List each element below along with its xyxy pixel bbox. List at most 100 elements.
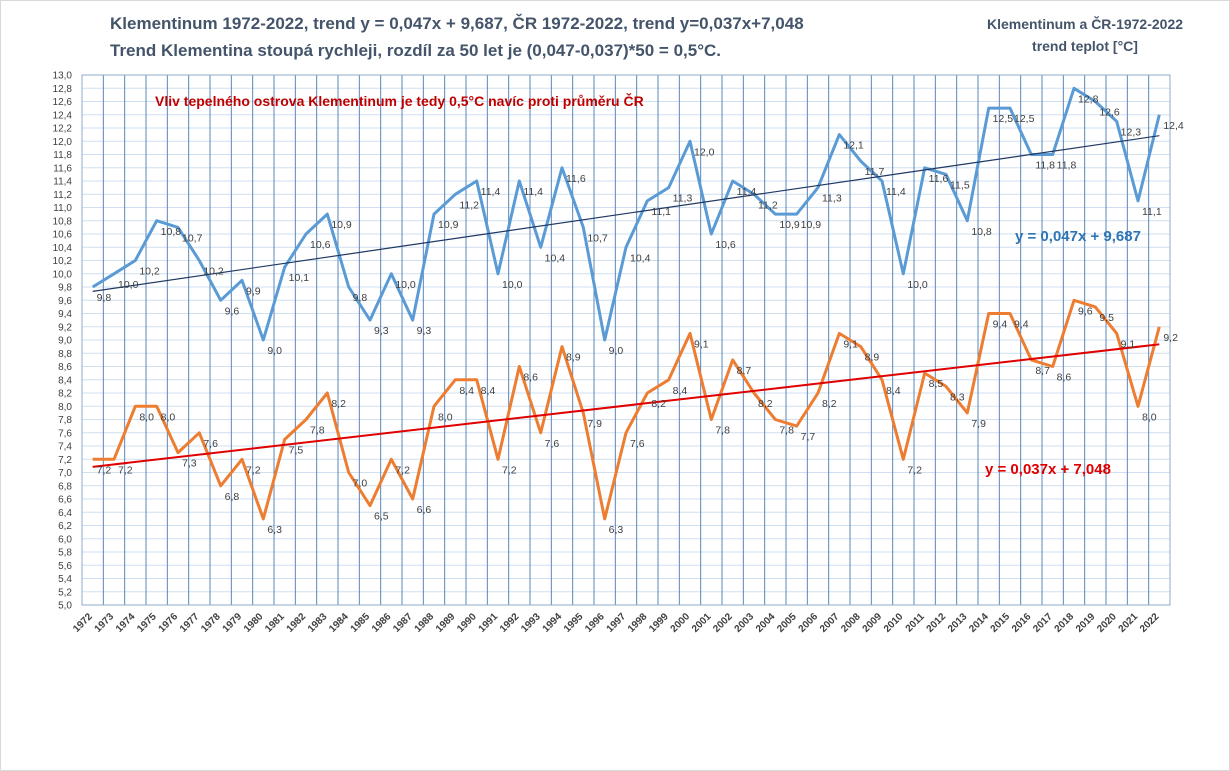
data-label: 9,3 [417, 325, 432, 337]
data-label: 8,3 [950, 391, 965, 403]
y-tick-label: 10,6 [53, 230, 73, 241]
y-tick-label: 13,0 [53, 71, 73, 82]
x-tick-label: 2021 [1117, 611, 1141, 635]
y-tick-label: 6,6 [58, 495, 72, 506]
data-label: 9,6 [1078, 305, 1093, 317]
data-label: 7,6 [630, 438, 645, 450]
x-tick-label: 2004 [754, 611, 778, 635]
data-label: 8,7 [1035, 365, 1050, 377]
data-label: 6,3 [609, 524, 624, 536]
data-label: 11,7 [865, 166, 885, 178]
x-tick-label: 1976 [157, 611, 181, 635]
x-tick-label: 1996 [583, 611, 607, 635]
y-tick-label: 6,4 [58, 508, 72, 519]
x-tick-label: 2013 [946, 611, 970, 635]
x-tick-label: 2018 [1053, 611, 1077, 635]
data-label: 12,1 [843, 140, 864, 152]
data-label: 7,9 [971, 418, 986, 430]
x-tick-label: 2007 [818, 611, 842, 635]
data-label: 6,8 [225, 491, 240, 503]
data-label: 7,2 [97, 464, 112, 476]
data-label: 11,1 [1142, 206, 1162, 218]
y-tick-label: 12,2 [53, 124, 73, 135]
data-label: 8,7 [737, 365, 752, 377]
x-tick-label: 1974 [114, 611, 138, 635]
x-tick-label: 1993 [519, 611, 543, 635]
data-label: 8,6 [1057, 372, 1072, 384]
data-label: 10,7 [182, 232, 203, 244]
data-label: 10,6 [310, 239, 331, 251]
trend-equation-klementinum: y = 0,047x + 9,687 [1015, 228, 1141, 245]
x-tick-label: 2000 [669, 611, 693, 635]
data-label: 11,2 [758, 199, 778, 211]
x-tick-label: 1991 [477, 611, 501, 635]
y-tick-label: 9,6 [58, 296, 72, 307]
data-label: 9,2 [1163, 332, 1178, 344]
x-tick-label: 1988 [413, 611, 437, 635]
data-label: 10,9 [331, 219, 352, 231]
data-label: 10,2 [139, 266, 160, 278]
y-tick-label: 5,8 [58, 548, 72, 559]
x-tick-label: 1995 [562, 611, 586, 635]
data-label: 11,4 [886, 186, 906, 198]
x-tick-label: 1997 [605, 611, 629, 635]
x-tick-label: 2016 [1010, 611, 1034, 635]
y-tick-label: 6,8 [58, 481, 72, 492]
x-tick-label: 1973 [93, 611, 117, 635]
data-label: 7,2 [246, 464, 261, 476]
y-tick-label: 12,8 [53, 84, 73, 95]
data-label: 9,6 [225, 305, 240, 317]
data-label: 11,5 [950, 179, 970, 191]
x-tick-label: 1994 [541, 611, 565, 635]
data-label: 7,2 [502, 464, 517, 476]
y-tick-label: 8,4 [58, 375, 72, 386]
data-label: 9,9 [246, 285, 261, 297]
data-label: 10,0 [395, 279, 416, 291]
x-tick-label: 2022 [1138, 611, 1162, 635]
data-label: 7,5 [289, 444, 304, 456]
y-tick-label: 7,4 [58, 442, 72, 453]
data-label: 9,3 [374, 325, 389, 337]
data-label: 10,6 [715, 239, 736, 251]
data-label: 10,8 [971, 226, 992, 238]
x-tick-label: 2006 [797, 611, 821, 635]
x-tick-label: 2002 [711, 611, 735, 635]
data-label: 7,2 [395, 464, 410, 476]
x-tick-label: 2015 [989, 611, 1013, 635]
data-label: 9,0 [609, 345, 624, 357]
trend-line-klementinum [92, 135, 1160, 292]
chart-title-line-2: Trend Klementina stoupá rychleji, rozdíl… [110, 41, 722, 60]
data-label: 10,7 [587, 232, 608, 244]
y-tick-label: 8,0 [58, 402, 72, 413]
data-label: 12,0 [694, 146, 715, 158]
y-tick-label: 11,0 [53, 203, 72, 214]
x-tick-label: 1983 [306, 611, 330, 635]
data-label: 8,2 [758, 398, 773, 410]
x-tick-label: 1987 [391, 611, 415, 635]
data-label: 7,7 [801, 431, 816, 443]
data-label: 7,6 [203, 438, 218, 450]
data-label: 9,4 [993, 319, 1008, 331]
data-label: 8,0 [161, 411, 176, 423]
data-label: 12,5 [993, 113, 1014, 125]
data-label: 10,8 [161, 226, 182, 238]
data-label: 8,4 [886, 385, 901, 397]
y-tick-label: 5,4 [58, 574, 72, 585]
y-tick-label: 8,8 [58, 349, 72, 360]
data-label: 8,0 [139, 411, 154, 423]
data-label: 11,6 [566, 173, 586, 185]
data-label: 8,4 [673, 385, 688, 397]
data-label: 8,2 [822, 398, 837, 410]
y-tick-label: 9,0 [58, 336, 72, 347]
x-tick-label: 1975 [135, 611, 159, 635]
x-tick-label: 1977 [178, 611, 202, 635]
y-tick-label: 11,6 [53, 163, 72, 174]
data-label: 11,6 [929, 173, 949, 185]
data-label: 6,6 [417, 504, 432, 516]
data-label: 7,8 [310, 425, 325, 437]
data-label: 6,5 [374, 511, 389, 523]
x-tick-label: 1982 [285, 611, 309, 635]
data-label: 9,8 [353, 292, 368, 304]
data-label: 8,0 [1142, 411, 1157, 423]
